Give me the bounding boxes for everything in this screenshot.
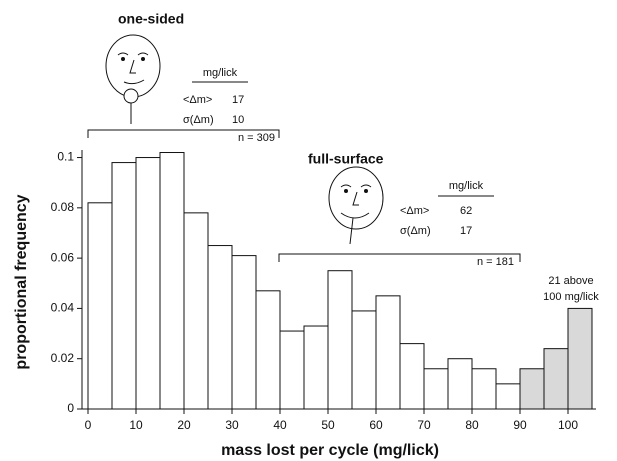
bar [472,369,496,409]
x-tick-label: 0 [85,418,92,432]
bar [256,291,280,409]
face-full-surface [329,167,383,244]
bar [88,203,112,409]
bar [376,296,400,409]
x-tick-label: 30 [225,418,239,432]
annotation: <Δm> [183,94,212,106]
bar [232,256,256,409]
bar [112,163,136,409]
x-axis-title: mass lost per cycle (mg/lick) [221,442,439,459]
annotation: mg/lick [449,180,484,192]
bar [184,213,208,409]
bar [304,326,328,409]
annotation: 10 [232,114,244,126]
annotation: mg/lick [203,67,238,79]
y-axis-title: proportional frequency [13,194,30,369]
x-tick-label: 50 [321,418,335,432]
annotation: 100 mg/lick [543,291,599,303]
y-tick-label: 0.1 [57,150,74,164]
y-tick-label: 0.04 [51,301,75,315]
x-tick-label: 20 [177,418,191,432]
bar [160,153,184,409]
annotation-title: full-surface [308,151,384,167]
bar [352,311,376,409]
chart: one-sided mg/lick <Δm> 17 σ(Δm) 10 n = 3… [0,0,617,461]
annotation: 62 [460,205,472,217]
bar [568,308,592,409]
x-tick-label: 100 [558,418,578,432]
y-tick-label: 0.08 [51,200,75,214]
annotation: n = 181 [477,256,514,268]
bar [424,369,448,409]
bar [496,384,520,409]
bar [328,271,352,409]
annotation: 17 [232,94,244,106]
annotation: 21 above [548,275,593,287]
x-tick-label: 60 [369,418,383,432]
y-tick-label: 0.02 [51,351,75,365]
bar [544,349,568,409]
bar [520,369,544,409]
bar [400,344,424,409]
bar [280,331,304,409]
annotation: σ(Δm) [400,225,431,237]
x-tick-label: 90 [513,418,527,432]
x-tick-label: 10 [129,418,143,432]
bar [208,246,232,409]
bar [136,158,160,409]
annotation: <Δm> [400,205,429,217]
annotation-title: one-sided [118,11,184,27]
annotation: σ(Δm) [183,114,214,126]
face-one-sided [106,35,160,124]
annotation: n = 309 [238,132,275,144]
y-tick-label: 0.06 [51,250,75,264]
x-tick-label: 70 [417,418,431,432]
annotation: 17 [460,225,472,237]
y-tick-label: 0 [67,401,74,415]
x-tick-label: 80 [465,418,479,432]
x-tick-label: 40 [273,418,287,432]
bar [448,359,472,409]
